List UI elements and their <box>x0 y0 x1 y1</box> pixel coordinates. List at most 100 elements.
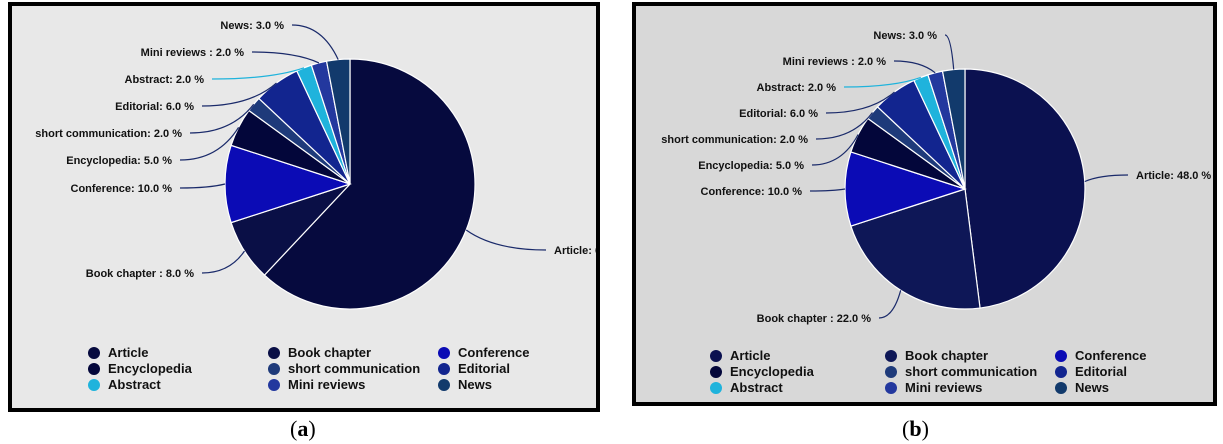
data-label-mini-reviews: Mini reviews : 2.0 % <box>783 56 887 68</box>
legend-swatch-article <box>710 350 722 362</box>
legend-swatch-short-communication <box>268 363 280 375</box>
pie-slice-news <box>941 68 966 190</box>
caption-b: (b) <box>902 416 929 441</box>
legend-item-conference: Conference <box>1055 348 1147 363</box>
legend: Article Book chapter Conference Encyclopedi… <box>710 348 1147 395</box>
legend: Article Book chapter Conference Encyclopedi… <box>88 345 530 392</box>
leader-line-encyclopedia <box>811 134 859 166</box>
legend-item-editorial: Editorial <box>1055 364 1127 379</box>
data-label-abstract: Abstract: 2.0 % <box>125 74 205 86</box>
legend-label-short-communication: short communication <box>288 361 420 376</box>
leader-line-conference <box>179 183 226 189</box>
legend-label-book-chapter: Book chapter <box>905 348 988 363</box>
legend-label-book-chapter: Book chapter <box>288 345 371 360</box>
leader-line-news <box>291 24 339 60</box>
legend-label-mini-reviews: Mini reviews <box>288 377 365 392</box>
legend-swatch-editorial <box>1055 366 1067 378</box>
legend-item-encyclopedia: Encyclopedia <box>710 364 815 379</box>
pie-labels: Article: 62.0 % Book chapter : 8.0 % Confe… <box>35 20 596 280</box>
data-label-article: Article: 48.0 % <box>1136 170 1211 182</box>
legend-label-editorial: Editorial <box>1075 364 1127 379</box>
leader-line-mini-reviews <box>251 51 320 64</box>
data-label-encyclopedia: Encyclopedia: 5.0 % <box>698 160 804 172</box>
legend-item-mini-reviews: Mini reviews <box>885 380 982 395</box>
leader-line-conference <box>809 188 846 192</box>
legend-label-news: News <box>1075 380 1109 395</box>
legend-label-short-communication: short communication <box>905 364 1037 379</box>
legend-item-book-chapter: Book chapter <box>885 348 988 363</box>
legend-label-encyclopedia: Encyclopedia <box>108 361 193 376</box>
leader-line-mini-reviews <box>893 60 936 74</box>
data-label-book-chapter: Book chapter : 22.0 % <box>757 313 872 325</box>
leader-line-book-chapter <box>878 290 902 319</box>
data-label-abstract: Abstract: 2.0 % <box>757 82 837 94</box>
leader-line-editorial <box>201 82 277 107</box>
leader-line-article <box>1084 174 1129 183</box>
legend-swatch-conference <box>1055 350 1067 362</box>
data-label-conference: Conference: 10.0 % <box>701 186 803 198</box>
caption-a-label: a <box>297 416 309 441</box>
pie-slice-conference <box>844 151 967 227</box>
caption-b-label: b <box>909 416 922 441</box>
data-label-short-communication: short communication: 2.0 % <box>661 134 808 146</box>
legend-swatch-mini-reviews <box>885 382 897 394</box>
leader-line-abstract <box>211 67 305 80</box>
data-label-conference: Conference: 10.0 % <box>71 183 173 195</box>
data-label-news: News: 3.0 % <box>873 30 937 42</box>
pie-labels: Article: 48.0 % Book chapter : 22.0 % Conf… <box>661 30 1211 325</box>
legend-item-article: Article <box>88 345 148 360</box>
legend-swatch-mini-reviews <box>268 379 280 391</box>
pie-slice-conference <box>224 144 352 224</box>
legend-label-conference: Conference <box>458 345 530 360</box>
caption-a: (a) <box>290 416 316 441</box>
legend-item-news: News <box>438 377 492 392</box>
leader-line-editorial <box>825 91 895 114</box>
legend-swatch-news <box>1055 382 1067 394</box>
data-label-encyclopedia: Encyclopedia: 5.0 % <box>66 155 172 167</box>
legend-swatch-encyclopedia <box>88 363 100 375</box>
legend-swatch-short-communication <box>885 366 897 378</box>
legend-label-abstract: Abstract <box>730 380 783 395</box>
legend-item-abstract: Abstract <box>710 380 783 395</box>
leader-line-encyclopedia <box>179 126 240 161</box>
legend-item-conference: Conference <box>438 345 530 360</box>
legend-swatch-book-chapter <box>268 347 280 359</box>
legend-label-editorial: Editorial <box>458 361 510 376</box>
legend-item-editorial: Editorial <box>438 361 510 376</box>
leader-line-news <box>944 34 955 70</box>
legend-label-abstract: Abstract <box>108 377 161 392</box>
pie-slices <box>224 58 476 310</box>
pie-slice-article <box>964 68 1086 309</box>
legend-swatch-editorial <box>438 363 450 375</box>
legend-item-mini-reviews: Mini reviews <box>268 377 365 392</box>
leader-line-book-chapter <box>201 250 245 274</box>
pie-slice-article <box>263 58 476 310</box>
leader-line-abstract <box>843 76 922 88</box>
data-label-editorial: Editorial: 6.0 % <box>115 101 194 113</box>
pie-slices <box>844 68 1086 310</box>
legend-label-encyclopedia: Encyclopedia <box>730 364 815 379</box>
leader-line-short-communication <box>189 103 255 134</box>
leader-line-short-communication <box>815 112 873 140</box>
pie-slice-book-chapter <box>850 188 981 310</box>
legend-item-article: Article <box>710 348 770 363</box>
data-label-editorial: Editorial: 6.0 % <box>739 108 818 120</box>
legend-swatch-news <box>438 379 450 391</box>
legend-item-abstract: Abstract <box>88 377 161 392</box>
legend-label-article: Article <box>108 345 148 360</box>
pie-chart-panel-a: Article: 62.0 % Book chapter : 8.0 % Confe… <box>8 2 600 412</box>
legend-label-article: Article <box>730 348 770 363</box>
legend-swatch-abstract <box>88 379 100 391</box>
leader-line-article <box>465 229 547 251</box>
pie-chart-a-svg: Article: 62.0 % Book chapter : 8.0 % Confe… <box>12 6 596 408</box>
legend-item-short-communication: short communication <box>885 364 1037 379</box>
data-label-short-communication: short communication: 2.0 % <box>35 128 182 140</box>
pie-chart-panel-b: Article: 48.0 % Book chapter : 22.0 % Conf… <box>632 2 1217 406</box>
legend-swatch-article <box>88 347 100 359</box>
legend-item-book-chapter: Book chapter <box>268 345 371 360</box>
data-label-article: Article: 62.0 % <box>554 245 596 257</box>
legend-item-encyclopedia: Encyclopedia <box>88 361 193 376</box>
legend-swatch-book-chapter <box>885 350 897 362</box>
pie-chart-b-svg: Article: 48.0 % Book chapter : 22.0 % Conf… <box>636 6 1213 402</box>
legend-label-mini-reviews: Mini reviews <box>905 380 982 395</box>
